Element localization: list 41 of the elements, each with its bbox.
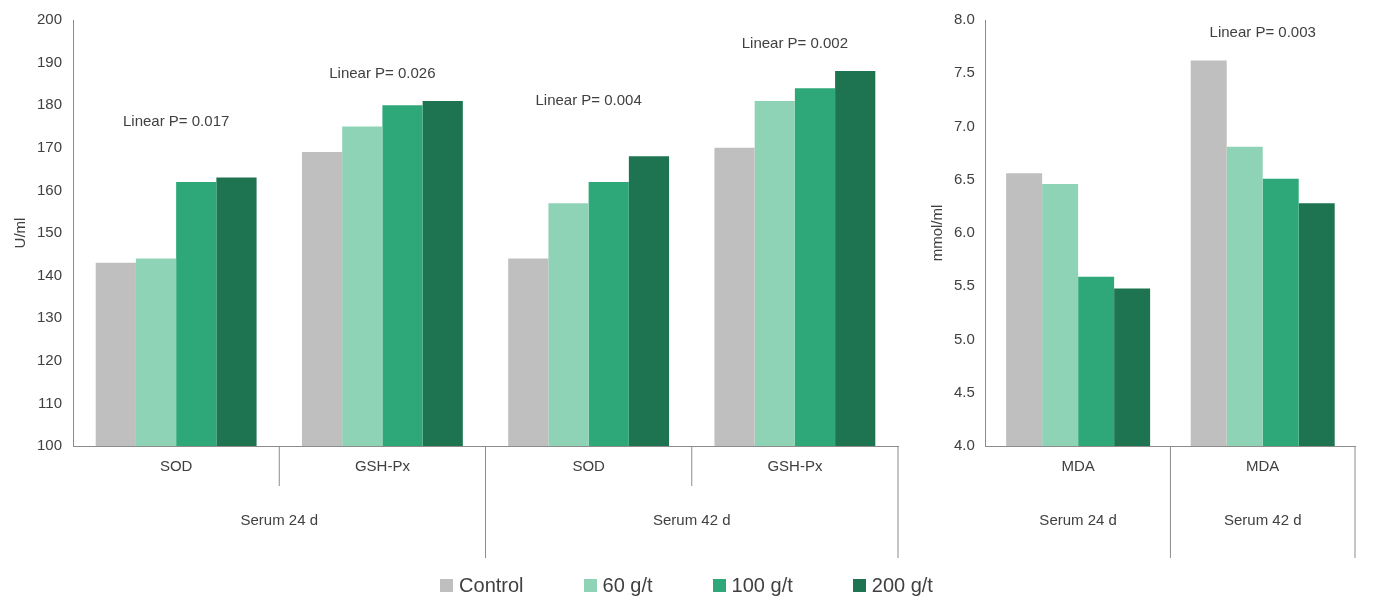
text: Serum 42 d [1223, 511, 1302, 529]
legend-label: Control [459, 574, 524, 597]
x-tick-label: MDA [1061, 457, 1095, 475]
legend-label: 200 g/t [871, 574, 933, 597]
y-tick-label: 170 [37, 137, 63, 155]
text: Serum 42 d [652, 511, 731, 529]
y-axis-title: U/ml [11, 217, 29, 249]
x-tick-label: GSH-Px [354, 457, 411, 475]
y-tick-label: 160 [37, 180, 63, 198]
y-tick-label: 4.0 [953, 436, 975, 454]
annotation: Linear P= 0.002 [741, 33, 849, 51]
legend-label: 100 g/t [731, 574, 793, 597]
y-tick-label: 4.5 [953, 382, 975, 400]
y-tick-label: 110 [38, 393, 63, 411]
y-tick-label: 190 [37, 52, 63, 70]
x-tick-label: GSH-Px [767, 457, 823, 475]
annotation: Linear P= 0.003 [1209, 23, 1316, 41]
y-tick-label: 130 [37, 308, 63, 326]
x-tick-label: SOD [572, 457, 606, 475]
x-tick-label: MDA [1246, 457, 1280, 475]
y-tick-label: 5.5 [953, 276, 975, 294]
annotation: Linear P= 0.017 [122, 112, 230, 130]
annotation: Linear P= 0.004 [535, 90, 642, 108]
legend-label: 60 g/t [602, 574, 653, 597]
y-tick-label: 100 [37, 436, 63, 454]
y-tick-label: 8.0 [953, 10, 975, 28]
y-tick-label: 120 [37, 350, 63, 368]
y-tick-label: 200 [37, 10, 63, 28]
y-tick-label: 150 [37, 223, 63, 241]
y-axis-title: mmol/ml [928, 204, 946, 262]
y-tick-label: 180 [37, 95, 63, 113]
y-tick-label: 6.0 [953, 223, 975, 241]
y-tick-label: 7.0 [953, 116, 975, 134]
y-tick-label: 6.5 [953, 169, 975, 187]
x-tick-label: SOD [159, 457, 193, 475]
y-tick-label: 7.5 [953, 63, 975, 81]
y-tick-label: 140 [37, 265, 63, 283]
annotation: Linear P= 0.026 [329, 63, 436, 81]
text: Serum 24 d [1039, 511, 1117, 529]
y-tick-label: 5.0 [953, 329, 975, 347]
text: Serum 24 d [240, 511, 319, 529]
